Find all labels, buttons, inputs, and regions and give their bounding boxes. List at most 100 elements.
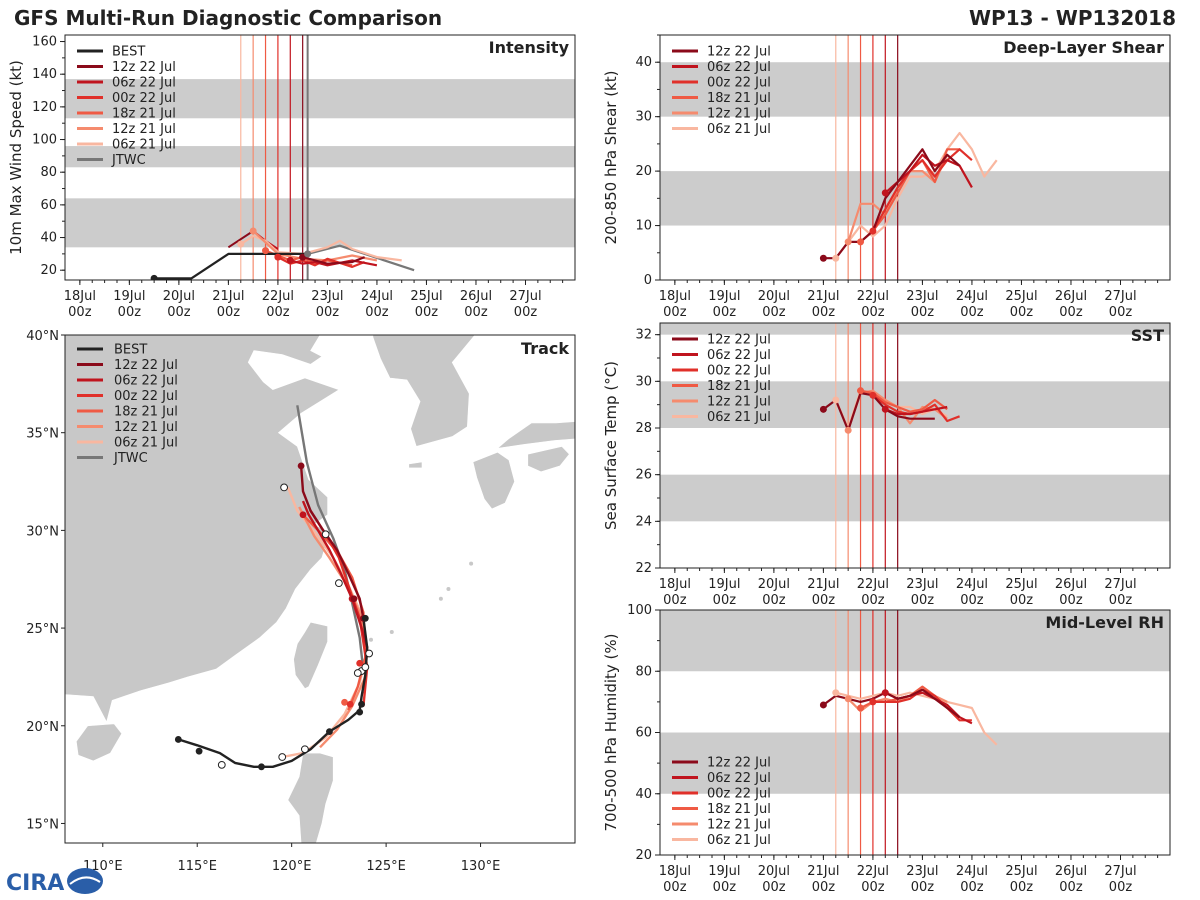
series-point-12z-21-jul [844, 426, 852, 434]
lon-tick-label: 130°E [461, 859, 501, 874]
x-tick-label-hour: 00z [1059, 593, 1083, 608]
series-point-18z-21-jul [857, 387, 865, 395]
series-line-06z-22-jul [884, 405, 948, 416]
legend-label-12z-22-jul: 12z 22 Jul [707, 45, 771, 60]
x-tick-label-hour: 00z [1010, 880, 1034, 895]
ryukyu-island [389, 629, 394, 634]
legend-label-06z-22-jul: 06z 22 Jul [707, 348, 771, 363]
legend-label-12z-22-jul: 12z 22 Jul [707, 756, 771, 771]
lat-tick-label: 30°N [26, 524, 59, 539]
legend-label-12z-22-jul: 12z 22 Jul [114, 358, 178, 373]
kyushu [472, 451, 515, 510]
x-tick-label-hour: 00z [812, 880, 836, 895]
series-point-06z-21-jul [832, 254, 840, 262]
legend-label-12z-21-jul: 12z 21 Jul [114, 420, 178, 435]
x-tick-label-hour: 00z [1059, 305, 1083, 320]
y-tick-label: 0 [644, 273, 652, 288]
legend-label-06z-22-jul: 06z 22 Jul [114, 374, 178, 389]
x-tick-label-hour: 00z [762, 880, 786, 895]
x-tick-label-date: 21Jul [807, 864, 839, 879]
y-tick-label: 100 [627, 603, 652, 618]
x-tick-label-hour: 00z [861, 880, 885, 895]
shikoku [527, 446, 570, 473]
series-point-00z-22-jul [274, 253, 282, 261]
x-tick-label-hour: 00z [118, 305, 142, 320]
x-tick-label-date: 23Jul [311, 289, 343, 304]
legend-label-jtwc: JTWC [111, 153, 146, 168]
x-tick-label-hour: 00z [663, 305, 687, 320]
series-line-00z-22-jul [871, 148, 973, 232]
lon-tick-label: 120°E [272, 859, 312, 874]
series-point-00z-22-jul [869, 698, 877, 706]
x-tick-label-hour: 00z [1010, 593, 1034, 608]
y-tick-label: 120 [32, 100, 57, 115]
sst-panel: 22242628303218Jul00z19Jul00z20Jul00z21Ju… [602, 322, 1171, 608]
x-tick-label-date: 19Jul [708, 289, 740, 304]
legend-label-18z-21-jul: 18z 21 Jul [707, 802, 771, 817]
ryukyu-island [369, 637, 373, 642]
x-tick-label-date: 21Jul [807, 577, 839, 592]
x-tick-label-hour: 00z [1109, 305, 1133, 320]
y-tick-label: 100 [32, 133, 57, 148]
y-axis-label: 10m Max Wind Speed (kt) [7, 60, 25, 255]
y-tick-label: 24 [635, 514, 652, 529]
legend-label-12z-21-jul: 12z 21 Jul [707, 107, 771, 122]
x-tick-label-date: 22Jul [262, 289, 294, 304]
x-tick-label-date: 24Jul [361, 289, 393, 304]
map-area [65, 335, 575, 843]
series-point-00z-22-jul [869, 391, 877, 399]
lat-tick-label: 20°N [26, 720, 59, 735]
track-point-12z-22-jul [297, 462, 305, 470]
y-tick-label: 160 [32, 35, 57, 50]
x-tick-label-hour: 00z [1010, 305, 1034, 320]
x-tick-label-hour: 00z [713, 593, 737, 608]
x-tick-label-date: 24Jul [956, 864, 988, 879]
x-tick-label-date: 27Jul [1104, 577, 1136, 592]
legend-label-12z-21-jul: 12z 21 Jul [707, 395, 771, 410]
y-tick-label: 60 [40, 198, 57, 213]
plot-area [660, 35, 1170, 280]
series-line-12z-22-jul [302, 256, 366, 265]
korea [372, 335, 476, 447]
shaded-band [65, 146, 575, 168]
y-tick-label: 10 [635, 219, 652, 234]
lat-tick-label: 25°N [26, 622, 59, 637]
legend-label-18z-21-jul: 18z 21 Jul [112, 107, 176, 122]
logo-text: CIRA [6, 871, 64, 896]
track-point-best [174, 736, 182, 743]
x-tick-label-date: 21Jul [807, 289, 839, 304]
x-tick-label-hour: 00z [861, 593, 885, 608]
legend-label-best: BEST [114, 343, 147, 358]
y-tick-label: 30 [635, 110, 652, 125]
series-line-12z-22-jul [822, 391, 935, 432]
panel-title: Track [521, 339, 569, 358]
map-frame [64, 334, 576, 844]
x-tick-label-date: 20Jul [758, 289, 790, 304]
track-point-best [195, 747, 203, 755]
legend-label-12z-21-jul: 12z 21 Jul [112, 122, 176, 137]
shaded-band [660, 732, 1170, 794]
plot-frame [64, 34, 576, 281]
series-point-18z-21-jul [262, 247, 270, 255]
x-tick-label-hour: 00z [365, 305, 389, 320]
series-point-12z-22-jul [819, 405, 827, 413]
honshu [496, 421, 575, 449]
series-point-12z-22-jul [299, 253, 307, 261]
x-tick-label-hour: 00z [911, 305, 935, 320]
y-axis-label: 700-500 hPa Humidity (%) [602, 633, 620, 831]
shaded-band [660, 610, 1170, 672]
series-point-06z-22-jul [881, 189, 889, 197]
x-tick-label-hour: 00z [217, 305, 241, 320]
legend-label-jtwc: JTWC [113, 451, 148, 466]
track-point-06z-21-jul [300, 745, 309, 754]
legend-label-00z-22-jul: 00z 22 Jul [707, 76, 771, 91]
x-tick-label-date: 23Jul [906, 289, 938, 304]
plot-area [65, 35, 575, 280]
track-line-best [177, 618, 369, 768]
x-tick-label-date: 25Jul [410, 289, 442, 304]
x-tick-label-hour: 00z [960, 305, 984, 320]
track-point-12z-22-jul [350, 595, 358, 603]
x-tick-label-date: 27Jul [1104, 864, 1136, 879]
x-tick-label-hour: 00z [68, 305, 92, 320]
